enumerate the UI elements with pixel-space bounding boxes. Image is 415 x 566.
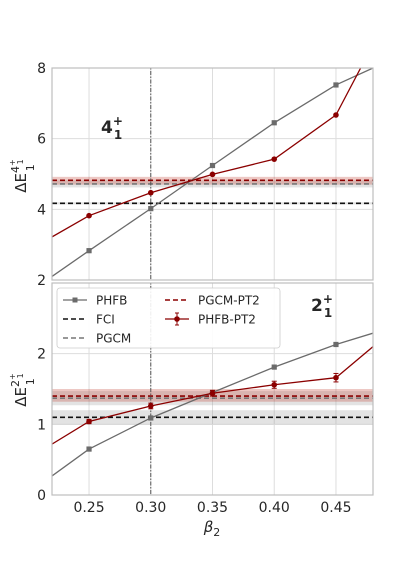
x-tick-label: 0.35	[197, 500, 228, 516]
bottom-series-phfb-point	[86, 446, 92, 452]
top-hlines	[52, 179, 373, 205]
bottom-series-phfb-point	[271, 364, 277, 370]
x-tick-label: 0.45	[320, 500, 351, 516]
legend-pgcm-pt2-label: PGCM-PT2	[198, 294, 260, 308]
top-panel-frame	[51, 67, 374, 281]
bottom-series-phfb-pt2-point	[209, 390, 216, 397]
top-series-phfb-point	[86, 248, 92, 254]
top-series	[52, 68, 373, 278]
x-axis-label-main: β	[203, 518, 214, 536]
bottom-state-label-sup: +	[323, 292, 333, 306]
top-state-label-sub: 1	[114, 128, 122, 142]
top-y-axis-label-sup: 4	[9, 166, 22, 173]
bottom-state-label-main: 2	[311, 296, 323, 316]
top-y-tick-label: 8	[37, 61, 46, 77]
bottom-panel-frame	[51, 282, 374, 496]
legend-entry-phfb: PHFB	[63, 294, 127, 308]
bottom-y-axis-label-supsup: +	[8, 373, 17, 380]
bottom-y-tick-label: 0	[37, 488, 46, 504]
bottom-y-axis-label: ΔE2+11	[8, 373, 37, 407]
legend-phfb-pt2-label: PHFB-PT2	[198, 313, 256, 327]
bottom-series-phfb-point	[148, 415, 154, 421]
x-axis-label: β2	[203, 518, 221, 539]
top-series-phfb-point	[148, 206, 154, 212]
top-y-axis-label-main: ΔE	[12, 173, 30, 193]
top-y-tick-label: 6	[37, 132, 46, 148]
top-y-tick-label: 4	[37, 202, 46, 218]
bottom-series-phfb-pt2-point	[333, 374, 339, 381]
x-tick-label: 0.30	[135, 500, 166, 516]
bottom-y-tick-labels: 0 1 2	[37, 347, 46, 504]
top-series-phfb-point	[333, 82, 339, 88]
bottom-series	[52, 332, 373, 477]
top-series-phfb-pt2-point	[333, 112, 339, 118]
top-y-tick-labels: 2 4 6 8	[37, 61, 46, 289]
bottom-state-label: 2+ 1	[311, 292, 333, 320]
legend-phfb-label: PHFB	[96, 294, 127, 308]
legend: PHFB FCI PGCM PGCM-PT2 PHFB-PT2	[56, 287, 281, 349]
top-series-phfb-pt2-point	[209, 171, 216, 178]
top-series-phfb-point	[209, 162, 216, 169]
x-axis-label-sub: 2	[213, 526, 220, 539]
top-series-phfb-point	[271, 120, 277, 126]
legend-entry-fci: FCI	[63, 313, 115, 327]
bottom-y-axis-label-main: ΔE	[12, 387, 30, 407]
bottom-y-tick-label: 2	[37, 347, 46, 363]
bottom-y-axis-label-sup: 2	[9, 380, 22, 387]
legend-fci-label: FCI	[96, 313, 115, 327]
top-y-axis-label-supsub: 1	[16, 159, 25, 164]
bottom-y-tick-label: 1	[37, 417, 46, 433]
top-state-label-sup: +	[113, 114, 123, 128]
top-state-label-main: 4	[101, 118, 113, 138]
top-series-phfb-pt2-point	[86, 212, 92, 219]
top-y-axis-label-sub: 1	[24, 164, 37, 171]
top-series-phfb-pt2-point	[271, 156, 278, 162]
bottom-series-phfb-pt2-point	[147, 403, 154, 409]
legend-phfb-pt2-marker	[174, 316, 180, 322]
bottom-state-label-sub: 1	[324, 306, 332, 320]
bottom-series-phfb-pt2-point	[86, 418, 92, 425]
bottom-y-axis-label-sub: 1	[24, 378, 37, 385]
bottom-y-axis-label-supsub: 1	[16, 373, 25, 378]
x-tick-label: 0.40	[259, 500, 290, 516]
bottom-panel: 012 0.25 0.30 0.35 0.40 0.45 2+ 1 ΔE2+11 β2 P…	[8, 282, 374, 539]
top-state-label: 4+ 1	[101, 114, 123, 142]
top-series-phfb-pt2-point	[147, 189, 154, 196]
legend-entry-pgcm: PGCM	[63, 332, 131, 346]
legend-box	[56, 287, 281, 349]
top-y-axis-label: ΔE4+11	[8, 159, 37, 193]
x-tick-label: 0.25	[73, 500, 104, 516]
legend-phfb-marker	[72, 297, 78, 303]
legend-entry-phfb-pt2: PHFB-PT2	[165, 312, 256, 327]
bottom-x-tick-labels: 0.25 0.30 0.35 0.40 0.45	[73, 500, 351, 516]
bottom-series-phfb-pt2-point	[271, 381, 278, 388]
top-y-axis-label-supsup: +	[8, 159, 17, 166]
legend-pgcm-label: PGCM	[96, 332, 131, 346]
legend-entry-pgcm-pt2: PGCM-PT2	[165, 294, 260, 308]
bottom-series-phfb-point	[333, 341, 339, 348]
top-y-tick-label: 2	[37, 273, 46, 289]
